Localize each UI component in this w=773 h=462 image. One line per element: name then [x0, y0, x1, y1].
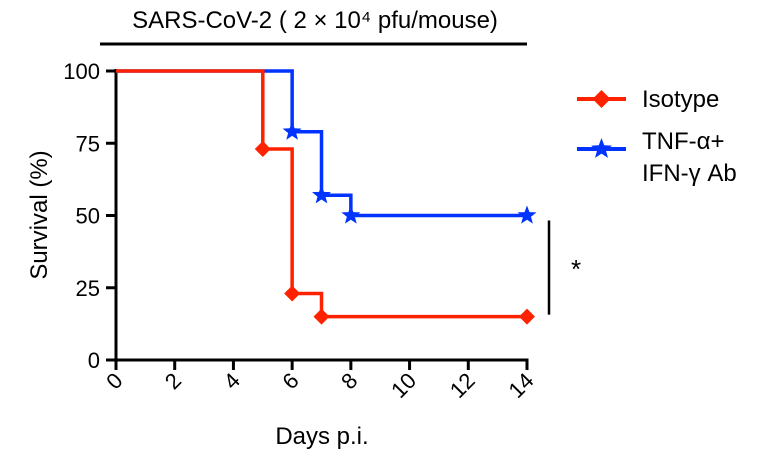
series-layer: [116, 69, 537, 325]
y-tick-label: 50: [76, 204, 100, 229]
y-tick-label: 0: [88, 348, 100, 373]
y-tick-label: 75: [76, 131, 100, 156]
data-point-star: [517, 205, 537, 224]
x-tick-label: 2: [160, 368, 186, 394]
data-point-diamond: [284, 285, 301, 302]
legend-label-isotype: Isotype: [642, 86, 719, 113]
y-tick-label: 25: [76, 276, 100, 301]
y-axis-label: Survival (%): [26, 150, 53, 279]
legend-label-antibody-line1: TNF-α+: [642, 128, 725, 155]
data-point-star: [341, 205, 361, 224]
data-point-star: [282, 121, 302, 140]
data-point-star: [311, 185, 332, 204]
chart-title: SARS-CoV-2 ( 2 × 10⁴ pfu/mouse): [132, 7, 498, 34]
significance-annotation: *: [547, 220, 581, 315]
data-point-diamond: [313, 308, 330, 325]
series-star-1: [116, 69, 537, 224]
x-tick-label: 8: [336, 368, 362, 394]
data-point-diamond: [254, 141, 271, 158]
legend-marker-isotype: [592, 90, 611, 108]
legend-marker-antibody: [591, 138, 612, 158]
x-axis-label: Days p.i.: [275, 423, 368, 450]
x-tick-label: 6: [277, 368, 303, 394]
data-point-diamond: [519, 308, 535, 325]
y-tick-label: 100: [63, 59, 100, 84]
x-tick-label: 0: [101, 368, 127, 394]
legend: Isotype TNF-α+ IFN-γ Ab: [577, 86, 737, 187]
x-tick-label: 4: [219, 368, 245, 394]
legend-label-antibody-line2: IFN-γ Ab: [642, 160, 737, 187]
axes: 0 25 50 75 100 0 2 4 6 8 10 12 14: [63, 59, 538, 403]
x-tick-label: 10: [386, 368, 421, 403]
significance-star: *: [571, 254, 581, 284]
x-tick-label: 12: [445, 368, 480, 403]
series-diamond-0: [116, 69, 535, 325]
x-tick-label: 14: [504, 368, 539, 403]
